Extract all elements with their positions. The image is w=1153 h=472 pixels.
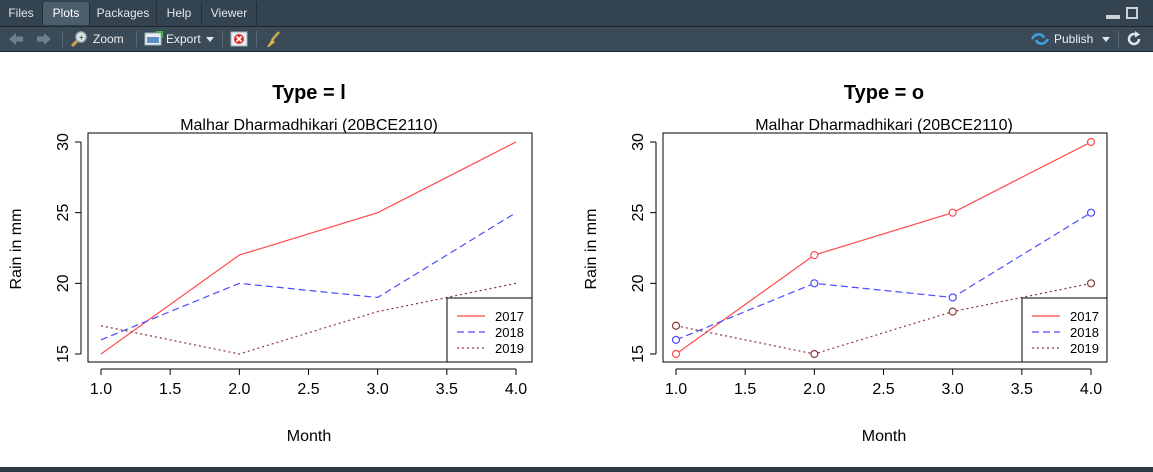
- data-point-2019-right: [948, 307, 957, 316]
- data-point-2019-right: [1086, 279, 1096, 288]
- legend-box-right: [1021, 297, 1108, 363]
- data-point-2018-right: [810, 279, 819, 288]
- publish-dropdown-icon[interactable]: [1102, 37, 1110, 42]
- tab-viewer[interactable]: Viewer: [202, 2, 257, 25]
- y-axis-label-left: Rain in mm: [8, 209, 25, 290]
- data-point-2017-right: [810, 250, 819, 260]
- y-tick-label-left: 20: [55, 274, 72, 292]
- legend-label-2017-right: 2017: [1070, 309, 1099, 324]
- legend-label-2018-left: 2018: [495, 325, 524, 340]
- x-tick-label-left: 1.5: [159, 381, 181, 398]
- plot-frame-right: [662, 132, 1108, 363]
- series-line-2019-right: [675, 282, 1092, 355]
- legend-label-2018-right: 2018: [1070, 325, 1099, 340]
- zoom-icon: +: [70, 31, 87, 48]
- publish-icon: [1030, 33, 1050, 45]
- plot-frame-left: [87, 132, 533, 363]
- x-tick-label-left: 1.0: [90, 381, 112, 398]
- x-axis-label-left: Month: [287, 428, 331, 445]
- x-tick-label-right: 4.0: [1080, 381, 1102, 398]
- y-tick-label-right: 20: [630, 274, 647, 292]
- svg-text:+: +: [79, 33, 84, 42]
- data-point-2019-right: [810, 349, 819, 359]
- legend-label-2017-left: 2017: [495, 309, 524, 324]
- plot-viewer: Type = l Malhar Dharmadhikari (20BCE2110…: [0, 52, 1153, 467]
- plot-subtitle-left: Malhar Dharmadhikari (20BCE2110): [180, 117, 438, 134]
- forward-arrow-icon[interactable]: [36, 32, 52, 46]
- data-point-2017-right: [1086, 137, 1096, 147]
- x-tick-label-right: 1.5: [734, 381, 756, 398]
- x-tick-label-left: 3.0: [367, 381, 389, 398]
- data-point-2017-right: [948, 208, 957, 217]
- chart-right: 1.0 1.5 2.0 2.5 3.0 3.5 4.0 15 20 25 30 20172018201…: [630, 132, 1108, 398]
- series-line-2018-left: [100, 212, 517, 341]
- maximize-pane-icon[interactable]: [1126, 7, 1138, 19]
- zoom-button[interactable]: Zoom: [93, 32, 124, 46]
- x-axis-label-right: Month: [862, 428, 906, 445]
- legend-label-2019-right: 2019: [1070, 341, 1099, 356]
- plot-title-right: Type = o: [844, 82, 924, 104]
- x-tick-label-left: 3.5: [436, 381, 458, 398]
- data-point-2018-right: [948, 293, 957, 302]
- x-tick-label-right: 2.5: [872, 381, 894, 398]
- legend-label-2019-left: 2019: [495, 341, 524, 356]
- x-tick-label-left: 2.5: [297, 381, 319, 398]
- tab-plots[interactable]: Plots: [43, 2, 90, 25]
- back-arrow-icon[interactable]: [8, 32, 24, 46]
- plot-title-left: Type = l: [272, 82, 346, 104]
- legend-box-left: [446, 297, 533, 363]
- x-tick-label-right: 3.0: [942, 381, 964, 398]
- plots-canvas: Type = l Malhar Dharmadhikari (20BCE2110…: [8, 82, 1108, 445]
- x-tick-label-right: 3.5: [1011, 381, 1033, 398]
- export-button[interactable]: Export: [166, 32, 201, 46]
- y-tick-label-right: 30: [630, 133, 647, 151]
- data-point-2018-right: [671, 335, 681, 344]
- clear-all-broom-icon[interactable]: [264, 30, 282, 48]
- data-point-2017-right: [671, 349, 681, 359]
- x-tick-label-left: 2.0: [228, 381, 250, 398]
- chart-left: 1.0 1.5 2.0 2.5 3.0 3.5 4.0 15 20 25 30 20172018201…: [55, 132, 533, 398]
- minimize-pane-icon[interactable]: [1106, 15, 1120, 19]
- export-icon: [144, 31, 163, 46]
- y-tick-label-right: 25: [630, 204, 647, 222]
- tab-files[interactable]: Files: [0, 2, 43, 25]
- series-line-2017-right: [675, 141, 1092, 355]
- chevron-down-icon[interactable]: [206, 37, 214, 42]
- data-point-2019-right: [671, 321, 681, 330]
- plot-subtitle-right: Malhar Dharmadhikari (20BCE2110): [755, 117, 1013, 134]
- publish-button[interactable]: Publish: [1054, 32, 1094, 46]
- y-tick-label-left: 15: [55, 345, 72, 363]
- remove-plot-icon[interactable]: [230, 31, 248, 47]
- series-line-2019-left: [100, 282, 517, 355]
- x-tick-label-right: 2.0: [803, 381, 825, 398]
- series-line-2017-left: [100, 141, 517, 355]
- plots-toolbar: + Zoom Export Publish: [0, 27, 1153, 52]
- refresh-icon[interactable]: [1126, 31, 1142, 47]
- tab-help[interactable]: Help: [157, 2, 202, 25]
- pane-tab-bar: Files Plots Packages Help Viewer: [0, 0, 1153, 27]
- data-point-2018-right: [1086, 208, 1096, 217]
- y-tick-label-right: 15: [630, 345, 647, 363]
- y-tick-label-left: 30: [55, 133, 72, 151]
- y-axis-label-right: Rain in mm: [583, 209, 600, 290]
- x-tick-label-right: 1.0: [665, 381, 687, 398]
- x-tick-label-left: 4.0: [505, 381, 527, 398]
- tab-packages[interactable]: Packages: [90, 2, 157, 25]
- y-tick-label-left: 25: [55, 204, 72, 222]
- series-line-2018-right: [675, 212, 1092, 341]
